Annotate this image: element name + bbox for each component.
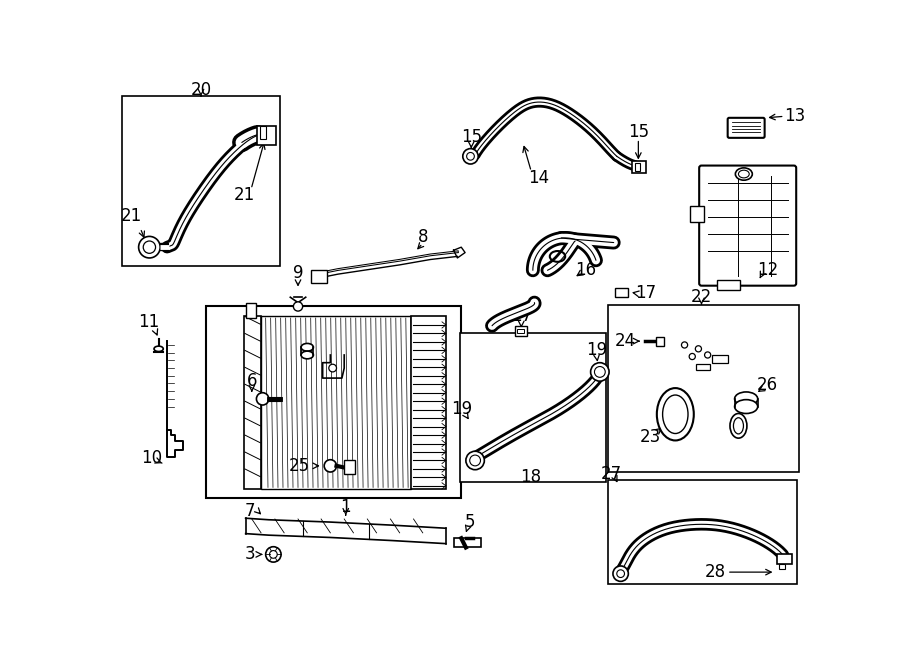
Circle shape: [470, 455, 481, 466]
Circle shape: [613, 566, 628, 582]
Circle shape: [590, 363, 609, 381]
Text: 2: 2: [270, 343, 280, 361]
Text: 24: 24: [615, 332, 635, 350]
Bar: [122, 97, 280, 266]
Text: 21: 21: [233, 186, 255, 204]
Bar: [259, 126, 266, 139]
Text: 16: 16: [575, 261, 597, 280]
Bar: [777, 554, 792, 564]
Bar: [244, 317, 261, 489]
Bar: [311, 270, 327, 284]
Bar: [712, 355, 728, 363]
Text: 15: 15: [461, 128, 482, 146]
Circle shape: [269, 551, 277, 559]
Ellipse shape: [657, 388, 694, 440]
Circle shape: [143, 241, 156, 253]
Bar: [205, 307, 461, 498]
Bar: [344, 459, 355, 473]
Text: 25: 25: [289, 457, 310, 475]
Text: 13: 13: [784, 107, 806, 126]
Text: 3: 3: [244, 545, 255, 563]
Circle shape: [266, 547, 281, 562]
Bar: [518, 329, 524, 333]
Text: 14: 14: [527, 169, 549, 187]
Circle shape: [466, 451, 484, 470]
Bar: [616, 288, 627, 297]
Text: 6: 6: [247, 372, 257, 390]
Bar: [632, 161, 646, 173]
Bar: [608, 305, 798, 472]
Bar: [608, 480, 797, 584]
Text: 18: 18: [520, 467, 541, 486]
Bar: [261, 317, 411, 489]
FancyBboxPatch shape: [728, 118, 765, 138]
Text: 17: 17: [635, 284, 657, 302]
Text: 22: 22: [691, 288, 712, 306]
Bar: [696, 364, 710, 370]
Text: 1: 1: [340, 498, 351, 516]
Bar: [717, 280, 740, 290]
Ellipse shape: [734, 418, 743, 434]
Circle shape: [293, 302, 302, 311]
Ellipse shape: [302, 351, 313, 359]
Circle shape: [696, 346, 701, 352]
Bar: [779, 564, 786, 569]
Text: 27: 27: [601, 465, 622, 483]
Text: 10: 10: [141, 449, 162, 467]
Text: 19: 19: [586, 341, 608, 360]
Text: 23: 23: [639, 428, 661, 446]
Circle shape: [681, 342, 688, 348]
Text: 21: 21: [122, 207, 142, 225]
FancyBboxPatch shape: [699, 165, 796, 286]
Ellipse shape: [738, 170, 749, 178]
Circle shape: [256, 393, 269, 405]
Circle shape: [463, 149, 478, 164]
Circle shape: [466, 153, 474, 160]
Ellipse shape: [154, 346, 163, 352]
Bar: [690, 206, 704, 222]
Circle shape: [328, 364, 337, 372]
Text: 7: 7: [244, 502, 255, 520]
Bar: [454, 538, 481, 547]
Bar: [656, 336, 664, 346]
Text: 4: 4: [364, 359, 374, 377]
Text: 5: 5: [465, 513, 476, 531]
Ellipse shape: [734, 392, 758, 406]
Circle shape: [595, 367, 605, 377]
Bar: [247, 303, 256, 318]
Text: 17: 17: [510, 307, 532, 325]
Bar: [460, 333, 606, 482]
Bar: [515, 327, 527, 336]
Circle shape: [705, 352, 711, 358]
Text: 19: 19: [451, 400, 472, 418]
Circle shape: [139, 237, 160, 258]
Text: 12: 12: [757, 261, 778, 280]
Circle shape: [616, 570, 625, 578]
Text: 8: 8: [418, 228, 428, 246]
Text: 11: 11: [138, 313, 159, 331]
Ellipse shape: [735, 168, 752, 180]
Ellipse shape: [734, 400, 758, 414]
Text: 26: 26: [757, 376, 778, 394]
Bar: [257, 126, 276, 145]
Circle shape: [324, 459, 337, 472]
Ellipse shape: [730, 414, 747, 438]
Circle shape: [689, 354, 696, 360]
Text: 9: 9: [292, 264, 303, 282]
Bar: [635, 163, 640, 171]
Bar: [411, 317, 446, 489]
Ellipse shape: [302, 344, 313, 351]
Text: 20: 20: [191, 81, 211, 99]
Text: 15: 15: [628, 123, 649, 141]
Text: 28: 28: [705, 563, 726, 581]
Ellipse shape: [662, 395, 688, 434]
